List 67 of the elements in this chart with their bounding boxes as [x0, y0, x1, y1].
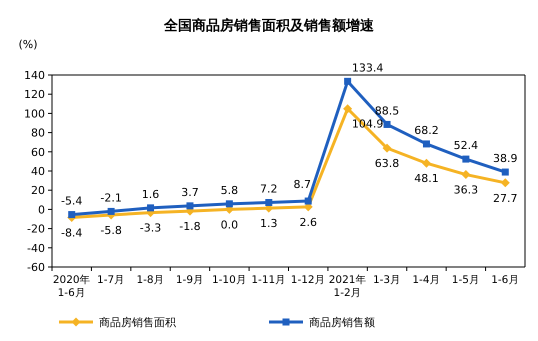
- point: [461, 170, 470, 180]
- point: [382, 144, 392, 153]
- point: [304, 198, 312, 205]
- data-label: 133.4: [352, 61, 384, 74]
- legend-label: 商品房销售面积: [99, 316, 176, 329]
- point: [384, 120, 391, 128]
- x-tick-label: 2020年 1-6月: [52, 274, 91, 299]
- point: [68, 211, 76, 218]
- legend-label: 商品房销售额: [309, 316, 375, 329]
- point: [502, 168, 509, 176]
- point: [462, 156, 470, 163]
- data-label: -5.8: [100, 224, 122, 237]
- data-label: 5.8: [220, 184, 238, 197]
- data-label: 7.2: [260, 182, 278, 196]
- data-label: 68.2: [414, 124, 439, 137]
- x-tick-label: 1-3月: [372, 274, 402, 286]
- x-tick-label: 1-9月: [176, 274, 204, 286]
- x-tick-label: 1-10月: [212, 274, 247, 286]
- point: [147, 204, 154, 212]
- point: [186, 202, 194, 210]
- data-label: -5.4: [60, 194, 82, 208]
- data-label: 8.7: [293, 178, 311, 192]
- y-tick-label: 20: [31, 184, 45, 198]
- data-label: -2.1: [100, 191, 122, 204]
- point: [265, 198, 272, 206]
- x-tick-label: 1-6月: [491, 274, 520, 286]
- x-tick-label: 2021年 1-2月: [328, 274, 366, 299]
- data-label: 0.0: [220, 218, 238, 232]
- x-tick-label: 1-11月: [251, 274, 286, 286]
- y-tick-label: -40: [27, 242, 45, 255]
- x-tick-label: 1-7月: [97, 274, 126, 286]
- point: [108, 208, 115, 215]
- data-label: 1.6: [142, 188, 160, 201]
- data-label: -3.3: [140, 222, 162, 235]
- x-tick-label: 1-5月: [452, 274, 480, 286]
- data-label: -1.8: [179, 220, 201, 234]
- data-label: 27.7: [493, 192, 518, 205]
- x-tick-label: 1-12月: [290, 274, 326, 286]
- data-label: 88.5: [374, 104, 400, 118]
- data-label: 52.4: [454, 139, 478, 152]
- data-label: 63.8: [374, 157, 400, 170]
- point: [343, 104, 352, 114]
- point: [422, 140, 430, 148]
- x-tick-label: 1-4月: [412, 274, 441, 286]
- x-tick-label: 1-8月: [136, 274, 165, 286]
- point: [344, 78, 352, 85]
- data-label: -8.4: [60, 226, 82, 240]
- data-label: 38.9: [493, 152, 518, 166]
- point: [226, 200, 233, 208]
- y-tick-label: 40: [31, 165, 45, 178]
- y-tick-label: 60: [31, 146, 45, 159]
- point: [500, 178, 510, 188]
- y-tick-label: 120: [24, 88, 45, 102]
- y-axis-title: (%): [18, 38, 38, 51]
- chart-title: 全国商品房销售面积及销售额增速: [163, 17, 375, 34]
- y-tick-label: -60: [27, 261, 45, 274]
- data-label: 48.1: [414, 172, 439, 186]
- y-tick-label: 100: [24, 107, 45, 120]
- data-label: 1.3: [260, 217, 278, 230]
- point: [422, 158, 431, 168]
- y-tick-label: 0: [38, 203, 45, 216]
- y-tick-label: 80: [31, 126, 45, 140]
- y-tick-label: -20: [27, 222, 45, 236]
- data-label: 2.6: [299, 216, 317, 229]
- data-label: 36.3: [454, 184, 478, 197]
- y-tick-label: 140: [24, 69, 45, 82]
- data-label: 3.7: [181, 186, 199, 199]
